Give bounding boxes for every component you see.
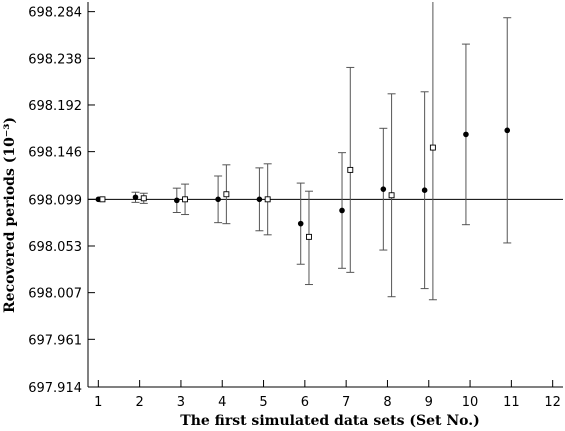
x-tick-label: 8 xyxy=(383,395,391,410)
x-tick-label: 6 xyxy=(301,395,309,410)
data-point-filled-circle xyxy=(339,207,345,214)
data-point-filled-circle xyxy=(215,196,221,203)
data-marks xyxy=(88,2,563,301)
x-tick-label: 4 xyxy=(218,395,226,410)
data-point-filled-circle xyxy=(132,194,139,201)
y-tick-label: 698.099 xyxy=(28,193,82,208)
x-axis-title: The first simulated data sets (Set No.) xyxy=(180,413,479,429)
data-point-filled-circle xyxy=(174,197,180,204)
data-point-filled-circle xyxy=(463,131,469,138)
x-tick-label: 2 xyxy=(135,395,143,410)
data-point-open-square xyxy=(223,191,230,198)
data-point-filled-circle xyxy=(297,220,304,227)
y-axis-title: Recovered periods (10⁻³) xyxy=(2,117,18,313)
axes: 1 2 3 4 5 6 7 8 9 10 11 12697.914697.961698.007698.… xyxy=(28,2,563,410)
data-point-open-square xyxy=(182,196,189,203)
x-tick-label: 11 xyxy=(503,395,520,410)
x-tick-label: 3 xyxy=(177,395,185,410)
data-point-filled-circle xyxy=(421,187,428,193)
y-tick-label: 698.146 xyxy=(28,146,82,161)
data-point-open-square xyxy=(99,196,106,203)
data-point-filled-circle xyxy=(504,127,511,134)
y-tick-label: 698.192 xyxy=(28,99,82,114)
y-tick-label: 697.914 xyxy=(28,381,82,396)
data-point-filled-circle xyxy=(380,186,387,192)
data-point-open-square xyxy=(388,192,395,199)
data-point-open-square xyxy=(264,196,271,203)
y-tick-label: 698.284 xyxy=(28,6,82,21)
data-point-open-square xyxy=(140,195,147,202)
y-tick-label: 698.053 xyxy=(28,240,82,255)
x-tick-label: 10 xyxy=(462,395,479,410)
x-tick-label: 9 xyxy=(425,395,433,410)
y-tick-label: 697.961 xyxy=(28,333,82,348)
data-point-open-square xyxy=(429,144,436,151)
x-tick-label: 5 xyxy=(259,395,267,410)
x-tick-label: 12 xyxy=(544,395,561,410)
data-point-filled-circle xyxy=(256,196,263,203)
data-point-open-square xyxy=(347,166,354,173)
y-tick-label: 698.238 xyxy=(28,52,82,67)
x-tick-label: 7 xyxy=(342,395,350,410)
y-tick-label: 698.007 xyxy=(28,287,82,302)
x-tick-label: 1 xyxy=(94,395,102,410)
data-point-open-square xyxy=(306,233,312,240)
